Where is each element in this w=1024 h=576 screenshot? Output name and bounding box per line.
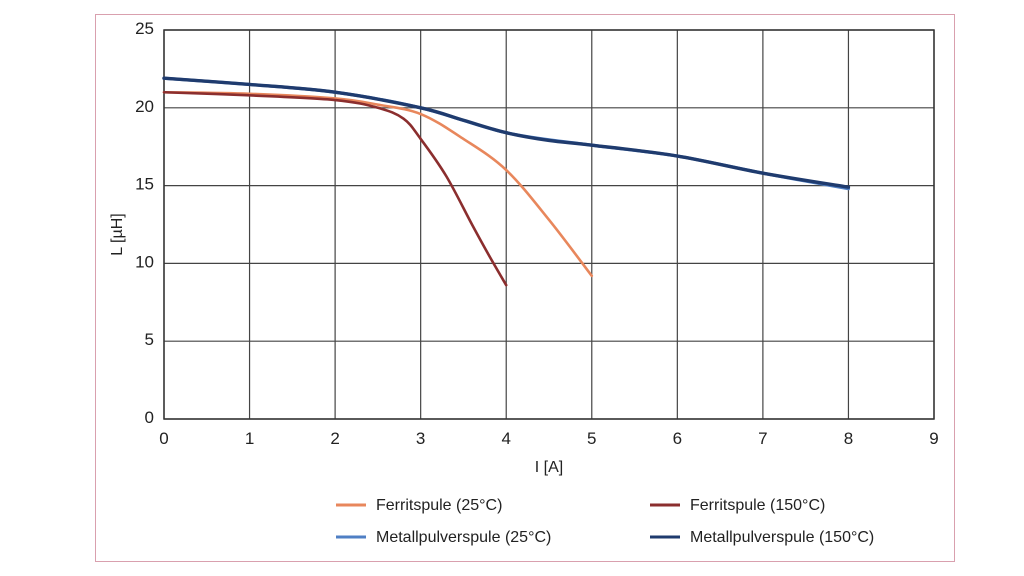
x-tick-label: 1 [245, 429, 254, 448]
x-tick-label: 9 [929, 429, 938, 448]
y-tick-label: 20 [135, 97, 154, 116]
series-line-4 [162, 76, 851, 189]
x-tick-label: 2 [330, 429, 339, 448]
chart-frame [95, 14, 955, 562]
legend-label: Metallpulverspule (25°C) [376, 529, 551, 546]
y-tick-label: 25 [135, 19, 154, 38]
x-tick-label: 3 [416, 429, 425, 448]
series-line-1 [162, 90, 594, 278]
y-tick-label: 0 [145, 408, 154, 427]
y-axis-label: L [µH] [109, 213, 126, 255]
legend-label: Ferritspule (25°C) [376, 497, 502, 514]
y-tick-labels: 0 5 10 15 20 25 [135, 19, 154, 427]
series-line-2 [162, 90, 508, 287]
x-tick-label: 5 [587, 429, 596, 448]
legend-label: Metallpulverspule (150°C) [690, 529, 874, 546]
legend-label: Ferritspule (150°C) [690, 497, 825, 514]
series-lines [162, 76, 851, 287]
x-tick-labels: 0 1 2 3 4 5 6 7 8 9 [159, 429, 938, 448]
y-tick-label: 5 [145, 330, 154, 349]
y-tick-label: 15 [135, 175, 154, 194]
x-tick-label: 7 [758, 429, 767, 448]
x-axis-label: I [A] [535, 459, 563, 476]
y-tick-label: 10 [135, 252, 154, 271]
x-tick-label: 4 [501, 429, 510, 448]
x-tick-label: 8 [844, 429, 853, 448]
x-tick-label: 0 [159, 429, 168, 448]
plot-area [163, 29, 935, 420]
x-tick-label: 6 [673, 429, 682, 448]
legend: Ferritspule (25°C) Ferritspule (150°C) Met… [336, 497, 874, 546]
